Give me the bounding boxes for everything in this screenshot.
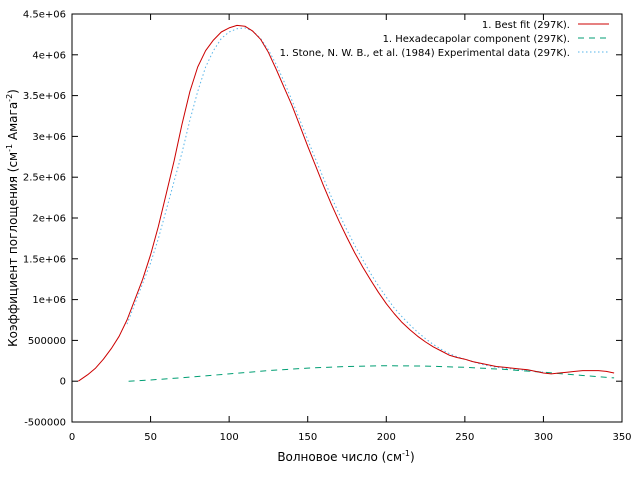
legend-label-hexadecapolar: 1. Hexadecapolar component (297K).: [383, 34, 570, 45]
y-tick-labels: -500000 0 500000 1e+06 1.5e+06 2e+06 2.5e+06 3e…: [23, 10, 66, 429]
x-tick-label-5: 250: [455, 432, 474, 443]
y-tick-label-3: 1e+06: [32, 295, 66, 306]
y-axis-title-sup2: -2: [5, 94, 14, 102]
y-axis-title: Коэффициент поглощения (см-1 Амага-2): [5, 89, 20, 347]
x-tick-label-0: 0: [69, 432, 75, 443]
x-tick-label-3: 150: [298, 432, 317, 443]
x-tick-label-1: 50: [144, 432, 157, 443]
x-axis-title-sup: -1: [402, 449, 410, 458]
plot-frame: [71, 13, 623, 423]
y-tick-label-2: 500000: [28, 336, 66, 347]
y-tick-label-5: 2e+06: [32, 214, 66, 225]
y-tick-label-0: -500000: [24, 418, 66, 429]
x-axis-title-main: Волновое число (см: [277, 450, 402, 464]
x-axis-title-close: ): [410, 450, 415, 464]
series-line-1: [128, 365, 615, 382]
x-axis-title: Волновое число (см-1): [277, 449, 414, 464]
y-axis-title-sup1: -1: [5, 144, 14, 152]
y-tick-label-10: 4.5e+06: [23, 10, 66, 21]
axis-ticks: [71, 13, 623, 423]
x-tick-label-2: 100: [220, 432, 239, 443]
series-line-0: [78, 24, 615, 382]
x-tick-labels: 0 50 100 150 200 250 300 350: [69, 432, 632, 443]
series-layer: [78, 24, 615, 382]
y-tick-label-1: 0: [60, 377, 66, 388]
y-tick-label-9: 4e+06: [32, 50, 66, 61]
legend-label-experimental: 1. Stone, N. W. B., et al. (1984) Experi…: [280, 48, 570, 59]
x-tick-label-7: 350: [612, 432, 631, 443]
y-tick-label-6: 2.5e+06: [23, 173, 66, 184]
y-tick-label-4: 1.5e+06: [23, 254, 66, 265]
y-tick-label-8: 3.5e+06: [23, 91, 66, 102]
x-tick-label-6: 300: [534, 432, 553, 443]
y-axis-title-main: Коэффициент поглощения (см: [6, 152, 20, 347]
y-axis-title-close: ): [6, 89, 20, 94]
x-tick-label-4: 200: [377, 432, 396, 443]
legend-label-best-fit: 1. Best fit (297K).: [482, 20, 570, 31]
series-line-2: [126, 27, 544, 373]
y-axis-title-mid: Амага: [6, 102, 20, 144]
legend: 1. Best fit (297K). 1. Hexadecapolar com…: [280, 20, 609, 59]
y-tick-label-7: 3e+06: [32, 132, 66, 143]
